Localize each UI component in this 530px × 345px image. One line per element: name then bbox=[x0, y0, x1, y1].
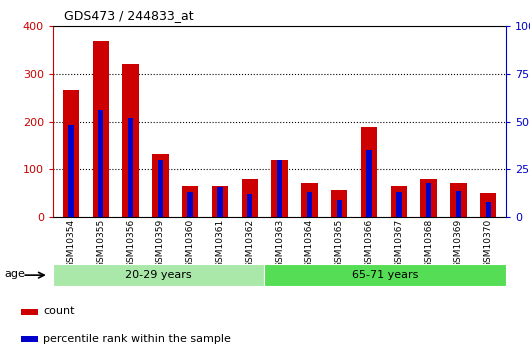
Bar bbox=[277, 160, 282, 217]
Bar bbox=[420, 179, 437, 217]
Bar bbox=[247, 194, 252, 217]
Text: age: age bbox=[4, 269, 25, 279]
Bar bbox=[264, 264, 506, 286]
Bar bbox=[242, 179, 258, 217]
Bar bbox=[456, 190, 461, 217]
Text: 65-71 years: 65-71 years bbox=[352, 270, 419, 280]
Bar bbox=[212, 186, 228, 217]
Text: GDS473 / 244833_at: GDS473 / 244833_at bbox=[64, 9, 193, 22]
Text: percentile rank within the sample: percentile rank within the sample bbox=[43, 334, 231, 344]
Bar bbox=[271, 160, 288, 217]
Bar bbox=[152, 154, 169, 217]
Bar bbox=[21, 309, 38, 315]
Bar bbox=[391, 186, 407, 217]
Bar bbox=[98, 110, 103, 217]
Bar bbox=[128, 118, 133, 217]
Bar bbox=[366, 150, 372, 217]
Bar bbox=[396, 193, 402, 217]
Bar bbox=[53, 264, 264, 286]
Bar bbox=[331, 190, 347, 217]
Bar bbox=[188, 193, 193, 217]
Bar bbox=[93, 41, 109, 217]
Bar bbox=[307, 193, 312, 217]
Bar bbox=[337, 200, 342, 217]
Bar bbox=[217, 187, 223, 217]
Bar bbox=[480, 194, 497, 217]
Bar bbox=[426, 183, 431, 217]
Bar bbox=[301, 183, 317, 217]
Text: 20-29 years: 20-29 years bbox=[126, 270, 192, 280]
Bar bbox=[63, 90, 79, 217]
Bar bbox=[182, 186, 198, 217]
Text: count: count bbox=[43, 306, 75, 316]
Bar bbox=[68, 126, 74, 217]
Bar bbox=[157, 160, 163, 217]
Bar bbox=[122, 64, 139, 217]
Bar bbox=[361, 127, 377, 217]
Bar bbox=[485, 202, 491, 217]
Bar bbox=[21, 336, 38, 342]
Bar bbox=[450, 183, 466, 217]
